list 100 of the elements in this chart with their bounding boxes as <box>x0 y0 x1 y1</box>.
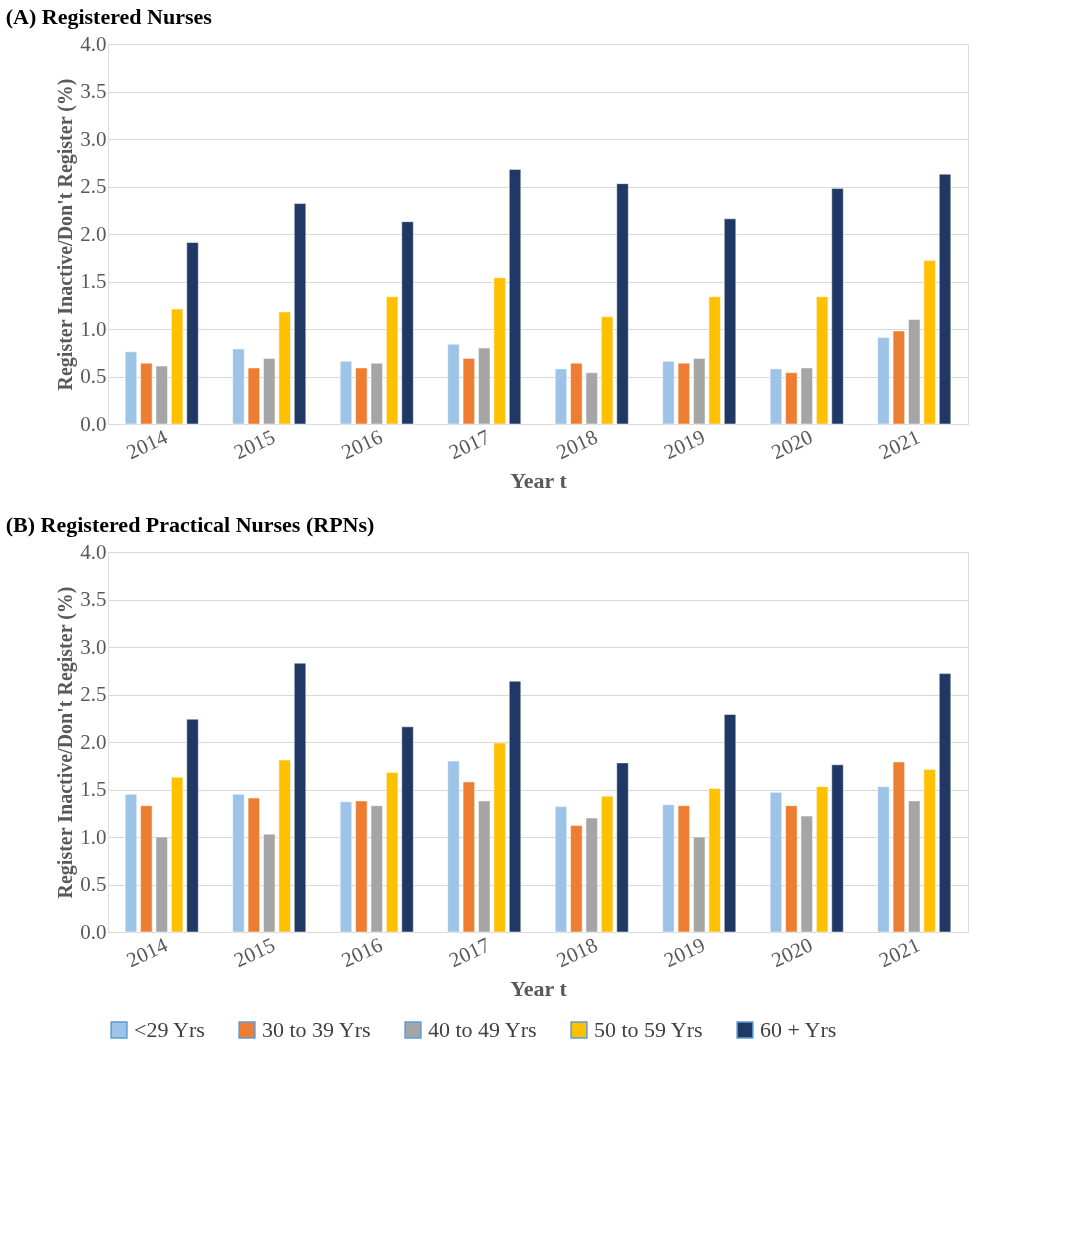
x-tick-label: 2017 <box>445 424 494 465</box>
x-tick-label: 2018 <box>552 424 602 465</box>
bar <box>171 776 184 933</box>
bar <box>554 806 567 933</box>
bar <box>355 367 368 425</box>
legend-label: 50 to 59 Yrs <box>594 1017 703 1042</box>
bar <box>831 188 844 425</box>
bar <box>708 788 721 933</box>
y-tick-label: 0.5 <box>80 872 107 896</box>
bar <box>493 277 506 425</box>
x-tick-label: 2019 <box>660 932 709 973</box>
y-tick-label: 1.0 <box>80 316 107 341</box>
bar <box>908 319 921 425</box>
y-tick-label: 4.0 <box>80 539 107 564</box>
bar <box>232 794 245 933</box>
bar <box>892 330 905 425</box>
bar <box>800 815 813 933</box>
bar <box>693 358 706 425</box>
bar <box>892 761 905 933</box>
bar <box>724 714 737 933</box>
x-tick-label: 2021 <box>875 424 924 465</box>
bar <box>939 673 952 933</box>
y-axis-title: Register Inactive/Don't Register (%) <box>54 78 78 391</box>
x-tick-label: 2021 <box>875 932 924 973</box>
x-axis-title: Year t <box>510 468 568 494</box>
bar <box>816 786 829 933</box>
bar <box>462 358 475 425</box>
bar <box>386 772 399 933</box>
bar <box>401 726 414 933</box>
x-tick-label: 2014 <box>122 424 172 465</box>
bar <box>247 367 260 425</box>
bar <box>493 742 506 933</box>
bar <box>278 759 291 933</box>
legend-label: <29 Yrs <box>134 1017 205 1042</box>
bar <box>294 203 307 425</box>
y-tick-label: 0.0 <box>80 411 107 436</box>
bar <box>447 343 460 425</box>
x-tick-label: 2019 <box>660 424 709 465</box>
bar <box>724 218 737 425</box>
bar <box>554 368 567 425</box>
bar <box>155 836 168 933</box>
bar <box>677 805 690 933</box>
x-tick-label: 2014 <box>122 932 172 973</box>
y-tick-label: 1.5 <box>80 777 107 801</box>
bar <box>509 680 522 933</box>
bar <box>877 337 890 425</box>
bar <box>263 358 276 425</box>
y-tick-label: 1.0 <box>80 824 107 849</box>
y-tick-label: 1.5 <box>80 269 107 293</box>
bar <box>939 173 952 425</box>
bar <box>923 260 936 425</box>
bar <box>124 351 137 425</box>
y-tick-label: 0.0 <box>80 919 107 944</box>
x-tick-label: 2018 <box>552 932 602 973</box>
bar <box>585 372 598 425</box>
bar <box>785 372 798 425</box>
bar <box>693 836 706 933</box>
bar <box>616 762 629 933</box>
y-tick-label: 3.5 <box>80 587 107 611</box>
legend-label: 30 to 39 Yrs <box>262 1017 371 1042</box>
bar <box>370 805 383 933</box>
y-tick-label: 3.5 <box>80 79 107 103</box>
x-axis-title: Year t <box>510 976 568 1002</box>
y-tick-label: 2.5 <box>80 174 107 198</box>
bar <box>831 764 844 933</box>
bar <box>339 361 352 425</box>
chart-title: (A) Registered Nurses <box>5 4 213 29</box>
x-tick-label: 2015 <box>230 424 279 465</box>
bar <box>570 825 583 933</box>
bar <box>877 786 890 933</box>
bar <box>923 769 936 933</box>
bar <box>232 348 245 425</box>
bar <box>708 296 721 425</box>
bar <box>816 296 829 425</box>
bar <box>140 362 153 425</box>
bar <box>585 817 598 933</box>
bar <box>478 800 491 933</box>
bar <box>509 169 522 425</box>
bar <box>769 792 782 933</box>
bar <box>339 801 352 933</box>
bar <box>677 362 690 425</box>
y-tick-label: 3.0 <box>80 634 107 659</box>
y-tick-label: 2.0 <box>80 221 107 246</box>
x-tick-label: 2015 <box>230 932 279 973</box>
y-tick-label: 4.0 <box>80 31 107 56</box>
bar <box>171 308 184 425</box>
y-tick-label: 2.0 <box>80 729 107 754</box>
bar <box>785 805 798 933</box>
bar <box>124 794 137 933</box>
chart-title: (B) Registered Practical Nurses (RPNs) <box>5 512 375 537</box>
legend-label: 40 to 49 Yrs <box>428 1017 537 1042</box>
bar <box>908 800 921 933</box>
bar <box>186 242 199 425</box>
bar <box>278 311 291 425</box>
bar <box>478 347 491 425</box>
bar <box>462 781 475 933</box>
bar <box>263 833 276 933</box>
bar <box>401 221 414 425</box>
bar <box>155 365 168 425</box>
bar <box>294 662 307 933</box>
